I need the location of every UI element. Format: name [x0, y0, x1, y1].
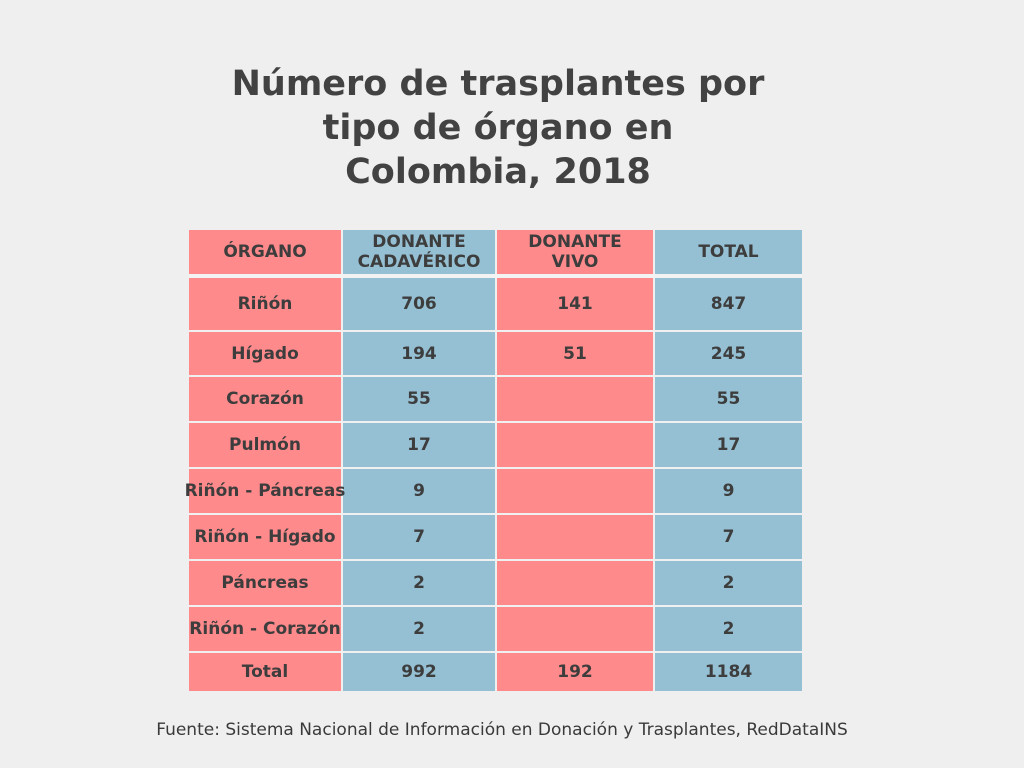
- header-living-line-1: DONANTE: [528, 232, 622, 252]
- chart-title-line-2: tipo de órgano en: [322, 108, 674, 148]
- table-cell-organ: Pulmón: [229, 435, 301, 455]
- header-organ-line-1: ÓRGANO: [223, 242, 307, 262]
- row-separator: [189, 421, 802, 423]
- table-cell-cadaveric: 194: [401, 343, 437, 364]
- table-cell-living: 141: [557, 294, 593, 314]
- row-separator: [189, 559, 802, 561]
- table-cell-total: 2: [722, 619, 735, 639]
- header-cadaveric-line-2: CADAVÉRICO: [357, 252, 481, 272]
- table-cell-living: [497, 607, 653, 651]
- source-note: Fuente: Sistema Nacional de Información …: [156, 720, 848, 740]
- table-cell-living: 51: [563, 343, 587, 364]
- table-cell-total: 17: [716, 435, 741, 455]
- header-separator: [189, 274, 802, 278]
- table-cell-total: 847: [710, 294, 747, 314]
- header-living: DONANTE VIVO: [497, 230, 653, 274]
- table-cell-cadaveric: 706: [401, 294, 437, 314]
- table-cell-organ: Riñón: [237, 294, 293, 314]
- table-cell-cadaveric: 2: [413, 573, 425, 593]
- table-cell-living: [497, 377, 653, 421]
- table-cell-organ: Riñón - Hígado: [194, 527, 336, 547]
- table-cell-organ: Corazón: [226, 389, 304, 409]
- table-cell-cadaveric: 9: [413, 481, 425, 501]
- header-total: TOTAL: [655, 230, 802, 274]
- header-organ: ÓRGANO: [189, 230, 341, 274]
- transplant-table: ÓRGANO DONANTE CADAVÉRICO DONANTE VIVO TOTAL R…: [184, 230, 802, 691]
- table-cell-living: [497, 469, 653, 513]
- table-cell-cadaveric: 17: [407, 435, 431, 455]
- row-separator: [189, 467, 802, 469]
- total-row-cadaveric: 992: [401, 662, 437, 682]
- table-cell-living: [497, 561, 653, 605]
- table-cell-total: 245: [710, 343, 747, 364]
- chart-title-line-1: Número de trasplantes por: [231, 64, 765, 104]
- row-separator: [189, 375, 802, 377]
- chart-title-line-3: Colombia, 2018: [345, 152, 651, 192]
- total-row-total: 1184: [704, 662, 753, 682]
- chart-title: Número de trasplantes por tipo de órgano…: [212, 62, 784, 194]
- table-cell-organ: Riñón - Corazón: [189, 619, 341, 639]
- total-row-organ: Total: [241, 662, 289, 682]
- row-separator: [189, 513, 802, 515]
- row-separator: [189, 605, 802, 607]
- table-cell-organ: Páncreas: [221, 573, 309, 593]
- table-cell-total: 55: [716, 389, 741, 409]
- table-cell-organ: Riñón - Páncreas: [184, 481, 346, 501]
- table-cell-cadaveric: 7: [413, 527, 425, 547]
- table-cell-living: [497, 423, 653, 467]
- living-column-background: [497, 230, 653, 691]
- header-living-line-2: VIVO: [551, 252, 599, 272]
- table-cell-cadaveric: 2: [413, 619, 425, 639]
- table-cell-organ: Hígado: [231, 343, 299, 364]
- header-cadaveric-line-1: DONANTE: [372, 232, 466, 252]
- row-separator: [189, 651, 802, 653]
- header-total-line-1: TOTAL: [698, 242, 759, 262]
- total-column-background: [655, 230, 802, 691]
- row-separator: [189, 330, 802, 332]
- total-row-living: 192: [557, 662, 593, 682]
- header-cadaveric: DONANTE CADAVÉRICO: [343, 230, 495, 274]
- table-cell-total: 2: [722, 573, 735, 593]
- organ-column-background: [189, 230, 341, 691]
- table-cell-total: 9: [722, 481, 735, 501]
- cadaveric-column-background: [343, 230, 495, 691]
- table-cell-total: 7: [722, 527, 735, 547]
- table-cell-living: [497, 515, 653, 559]
- table-cell-cadaveric: 55: [407, 389, 431, 409]
